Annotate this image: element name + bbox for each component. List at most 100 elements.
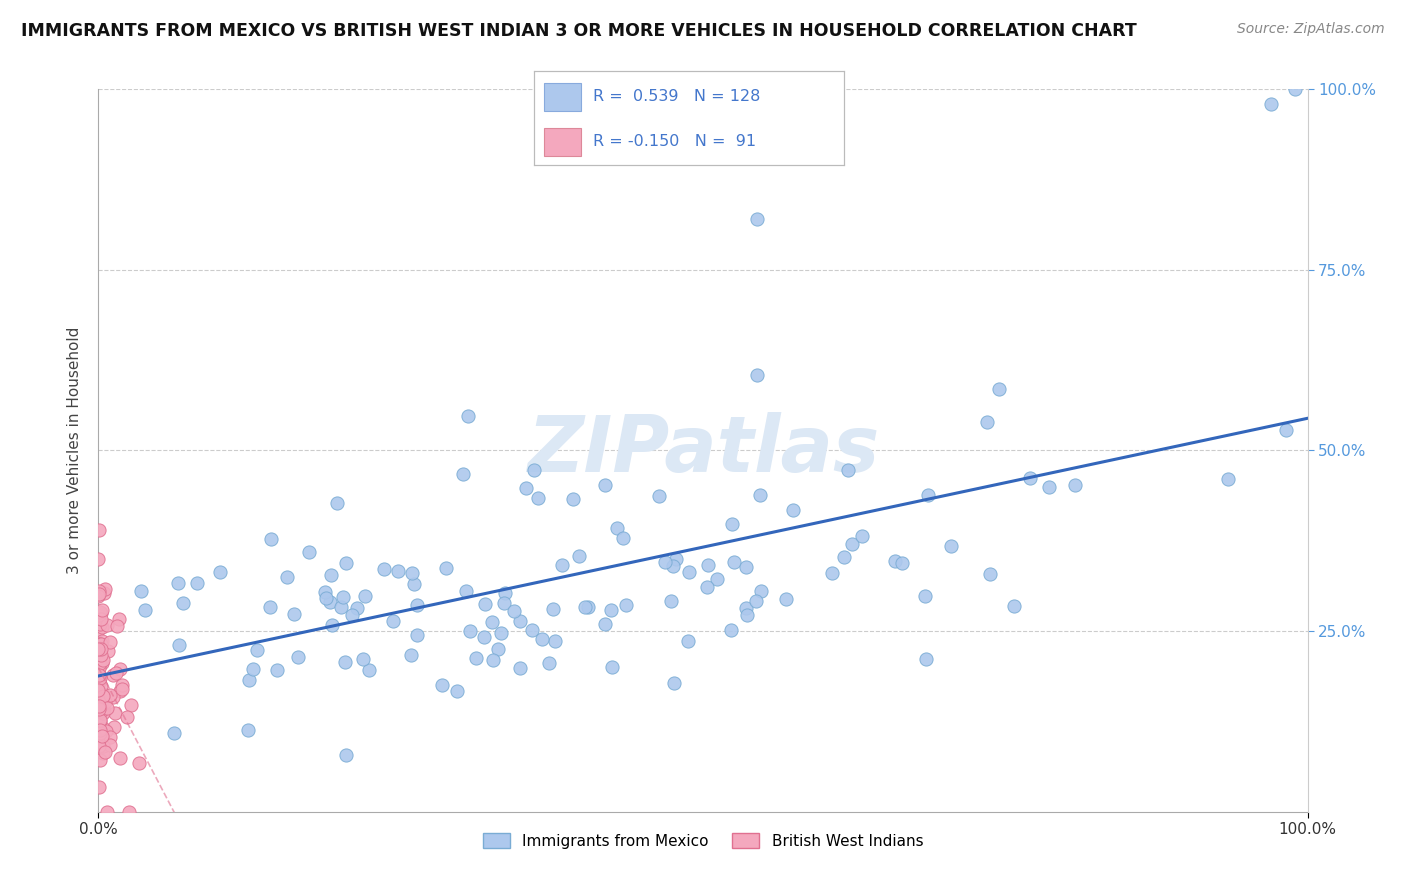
Point — [381, 614, 404, 628]
Point — [90, 648, 112, 663]
Point — [387, 564, 409, 578]
Point — [167, 638, 190, 652]
Point — [474, 597, 496, 611]
Point — [163, 726, 186, 740]
Point — [259, 600, 281, 615]
Point — [87, 700, 110, 714]
Point — [354, 590, 377, 604]
Point — [600, 603, 623, 617]
Point — [110, 684, 132, 698]
Point — [988, 382, 1011, 396]
Point — [91, 603, 114, 617]
Point — [97, 644, 120, 658]
Point — [837, 463, 859, 477]
Point — [1019, 470, 1042, 484]
Point — [91, 690, 114, 704]
Point — [87, 615, 110, 629]
Point — [745, 594, 768, 608]
Point — [446, 684, 468, 698]
Point — [236, 723, 259, 738]
Point — [523, 463, 546, 477]
Point — [321, 618, 343, 632]
Point — [96, 805, 118, 819]
Point — [544, 633, 567, 648]
Point — [541, 602, 564, 616]
Point — [1063, 478, 1085, 492]
Point — [89, 523, 111, 537]
Point — [87, 660, 110, 674]
Point — [87, 587, 110, 601]
Point — [751, 584, 773, 599]
Point — [87, 640, 110, 655]
Point — [98, 688, 121, 702]
Point — [111, 682, 134, 697]
Point — [87, 780, 110, 794]
Text: R = -0.150   N =  91: R = -0.150 N = 91 — [593, 134, 756, 149]
Point — [352, 652, 374, 666]
Point — [96, 618, 118, 632]
Point — [1038, 480, 1060, 494]
Point — [90, 637, 112, 651]
Point — [276, 569, 298, 583]
Point — [91, 657, 114, 671]
Point — [91, 729, 114, 743]
Point — [209, 565, 232, 579]
Point — [834, 550, 856, 565]
Point — [747, 212, 769, 227]
Point — [91, 634, 114, 648]
Text: R =  0.539   N = 128: R = 0.539 N = 128 — [593, 89, 761, 104]
Point — [89, 671, 111, 685]
Point — [89, 713, 111, 727]
Point — [87, 552, 110, 566]
Point — [735, 601, 758, 615]
Point — [93, 704, 115, 718]
Point — [891, 556, 914, 570]
Point — [841, 536, 863, 550]
Point — [93, 586, 115, 600]
Point — [1284, 82, 1306, 96]
Point — [103, 720, 125, 734]
Point — [917, 488, 939, 502]
Point — [108, 662, 131, 676]
Point — [492, 596, 515, 610]
Point — [98, 635, 121, 649]
Point — [101, 668, 124, 682]
Point — [172, 596, 194, 610]
Point — [401, 648, 423, 662]
Point — [89, 661, 111, 675]
Point — [115, 710, 138, 724]
Point — [1260, 96, 1282, 111]
Legend: Immigrants from Mexico, British West Indians: Immigrants from Mexico, British West Ind… — [477, 827, 929, 855]
Point — [87, 673, 110, 687]
Point — [91, 694, 114, 708]
Point — [335, 655, 357, 669]
Point — [454, 584, 477, 599]
Point — [735, 559, 758, 574]
Point — [90, 607, 112, 621]
Text: Source: ZipAtlas.com: Source: ZipAtlas.com — [1237, 22, 1385, 37]
Point — [89, 673, 111, 688]
Point — [489, 625, 512, 640]
Point — [335, 747, 357, 762]
Point — [325, 496, 347, 510]
Point — [357, 663, 380, 677]
Point — [105, 619, 128, 633]
Point — [520, 623, 543, 637]
Point — [430, 678, 453, 692]
Point — [939, 540, 962, 554]
Point — [128, 756, 150, 770]
Text: ZIPatlas: ZIPatlas — [527, 412, 879, 489]
Point — [503, 604, 526, 618]
Point — [87, 739, 110, 754]
Point — [91, 687, 114, 701]
Point — [110, 751, 132, 765]
Point — [550, 558, 572, 572]
Point — [330, 600, 353, 615]
Point — [87, 702, 110, 716]
Point — [87, 608, 110, 623]
Point — [238, 673, 260, 688]
Point — [89, 668, 111, 682]
Point — [90, 704, 112, 718]
Point — [593, 617, 616, 632]
Point — [472, 631, 495, 645]
